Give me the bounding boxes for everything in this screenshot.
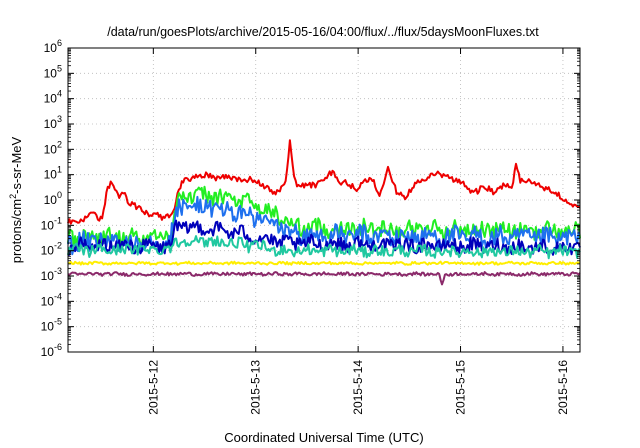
y-tick-base: 10 bbox=[41, 345, 55, 359]
y-tick-label: 105 bbox=[44, 63, 62, 80]
y-tick-exp: 1 bbox=[57, 165, 62, 175]
grid-lines bbox=[68, 47, 580, 353]
y-tick-exp: -3 bbox=[54, 266, 62, 276]
y-axis-title-sup: 2 bbox=[8, 194, 18, 199]
y-tick-base: 10 bbox=[44, 142, 58, 156]
y-tick-label: 103 bbox=[44, 114, 62, 131]
y-tick-base: 10 bbox=[41, 320, 55, 334]
series-line bbox=[67, 235, 581, 260]
y-tick-base: 10 bbox=[44, 117, 58, 131]
y-axis-title: protons/cm2-s-sr-MeV bbox=[8, 136, 24, 263]
y-tick-base: 10 bbox=[44, 168, 58, 182]
x-axis-ticks: 2015-5-12 2015-5-13 2015-5-14 2015-5-15 2015… bbox=[146, 48, 570, 415]
series-line bbox=[67, 271, 581, 286]
x-axis-title: Coordinated Universal Time (UTC) bbox=[224, 430, 423, 445]
x-tick-label: 2015-5-13 bbox=[249, 360, 263, 415]
series-line bbox=[67, 139, 581, 225]
plot-area bbox=[67, 139, 581, 286]
chart-title: /data/run/goesPlots/archive/2015-05-16/0… bbox=[107, 25, 539, 39]
y-tick-exp: 2 bbox=[57, 139, 62, 149]
y-tick-label: 10-1 bbox=[41, 215, 62, 232]
y-tick-exp: -2 bbox=[54, 241, 62, 251]
y-axis-title-base: protons/cm bbox=[9, 199, 24, 263]
y-tick-label: 100 bbox=[44, 190, 62, 207]
y-tick-exp: -5 bbox=[54, 317, 62, 327]
y-tick-label: 104 bbox=[44, 89, 62, 106]
x-tick-label: 2015-5-15 bbox=[454, 360, 468, 415]
y-tick-label: 10-2 bbox=[41, 241, 62, 258]
series-line bbox=[67, 260, 581, 266]
y-tick-exp: -4 bbox=[54, 291, 62, 301]
y-tick-exp: -1 bbox=[54, 215, 62, 225]
y-tick-exp: 0 bbox=[57, 190, 62, 200]
x-tick-label: 2015-5-14 bbox=[351, 360, 365, 415]
y-tick-label: 106 bbox=[44, 38, 62, 55]
y-tick-exp: 6 bbox=[57, 38, 62, 48]
y-tick-label: 10-4 bbox=[41, 291, 62, 308]
y-tick-exp: 4 bbox=[57, 89, 62, 99]
y-tick-base: 10 bbox=[44, 41, 58, 55]
y-tick-label: 101 bbox=[44, 165, 62, 182]
y-tick-base: 10 bbox=[41, 218, 55, 232]
y-tick-base: 10 bbox=[41, 244, 55, 258]
y-tick-base: 10 bbox=[44, 66, 58, 80]
y-tick-label: 102 bbox=[44, 139, 62, 156]
y-tick-label: 10-5 bbox=[41, 317, 62, 334]
y-tick-base: 10 bbox=[41, 294, 55, 308]
y-tick-label: 10-3 bbox=[41, 266, 62, 283]
y-tick-exp: -6 bbox=[54, 342, 62, 352]
y-tick-base: 10 bbox=[44, 193, 58, 207]
x-tick-label: 2015-5-16 bbox=[556, 360, 570, 415]
y-axis-ticks: 10-610-510-410-310-210-11001011021031041… bbox=[41, 38, 580, 359]
y-tick-exp: 3 bbox=[57, 114, 62, 124]
y-axis-title-rest: -s-sr-MeV bbox=[9, 136, 24, 193]
y-tick-base: 10 bbox=[41, 269, 55, 283]
y-tick-exp: 5 bbox=[57, 63, 62, 73]
x-tick-label: 2015-5-12 bbox=[146, 360, 160, 415]
y-tick-base: 10 bbox=[44, 92, 58, 106]
y-tick-label: 10-6 bbox=[41, 342, 62, 359]
